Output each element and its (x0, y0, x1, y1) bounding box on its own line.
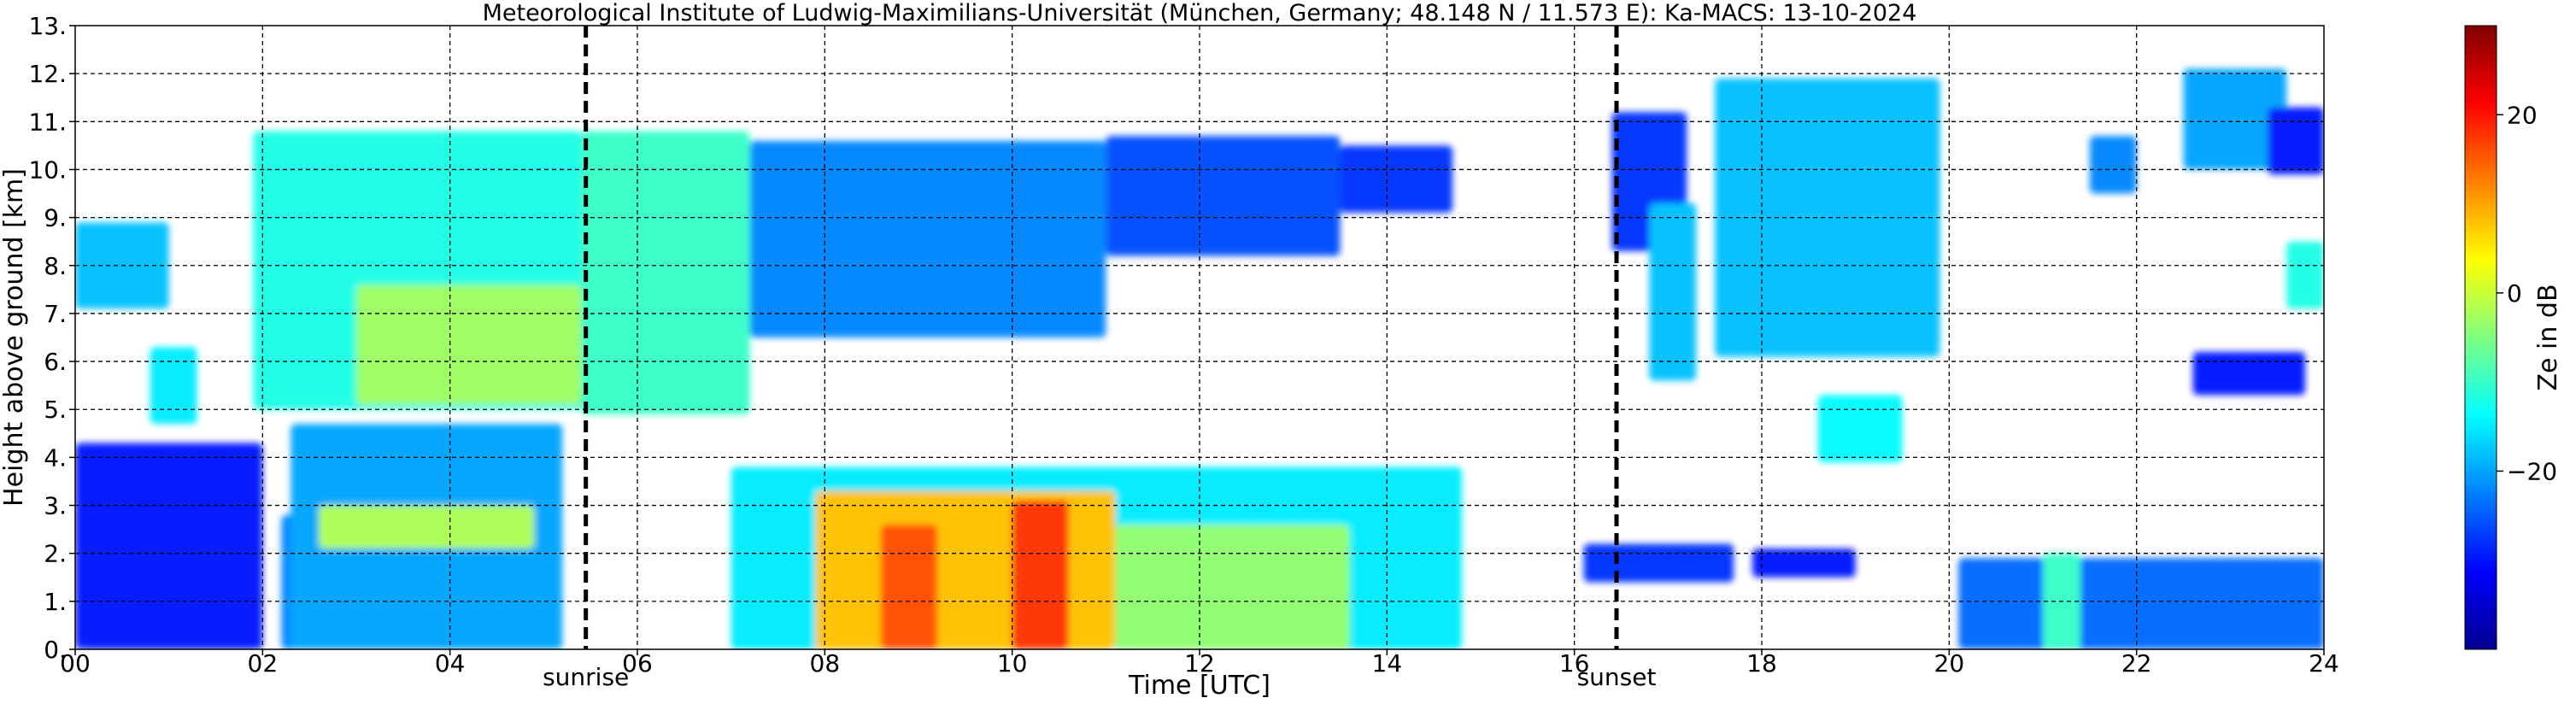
colorbar: 20 0 −20 Ze in dB (2464, 25, 2563, 650)
x-tick-label: 06 (622, 649, 653, 678)
colorbar-tick-label: 0 (2507, 279, 2522, 308)
echo-region (150, 347, 197, 425)
colorbar-ticks: 20 0 −20 (2497, 101, 2557, 485)
echo-region (1958, 558, 2324, 649)
y-tick-label: 11. (28, 108, 67, 136)
echo-region (1115, 525, 1350, 649)
y-tick-label: 3. (44, 492, 67, 520)
x-tick-label: 14 (1372, 649, 1403, 678)
echo-region (1012, 500, 1069, 649)
colorbar-label: Ze in dB (2533, 284, 2563, 390)
y-tick-label: 5. (44, 396, 67, 424)
y-tick-label: 10. (28, 155, 67, 184)
colorbar-tick-label: −20 (2507, 457, 2557, 485)
x-tick-label: 12 (1184, 649, 1215, 678)
echo-region (1106, 136, 1341, 256)
x-axis-label: Time [UTC] (1128, 671, 1270, 701)
colorbar-fill (2464, 25, 2497, 650)
y-tick-label: 2. (44, 540, 67, 568)
x-tick-label: 10 (997, 649, 1028, 678)
y-tick-label: 4. (44, 443, 67, 472)
y-tick-label: 1. (44, 588, 67, 616)
y-tick-label: 12. (28, 60, 67, 88)
echo-layer (75, 68, 2324, 649)
echo-region (815, 490, 1116, 649)
echo-region (2183, 68, 2287, 170)
x-tick-layer: 00 02 04 06 08 10 12 14 16 18 20 22 24 (60, 649, 2339, 678)
echo-region (2286, 241, 2324, 309)
colorbar-tick-label: 20 (2507, 101, 2538, 129)
x-tick-label: 24 (2309, 649, 2339, 678)
x-tick-label: 04 (435, 649, 466, 678)
echo-region (2089, 136, 2137, 194)
y-tick-label: 13. (28, 12, 67, 40)
event-label: sunrise (543, 663, 629, 691)
echo-region (581, 131, 750, 414)
echo-region (749, 140, 1106, 337)
echo-region (881, 525, 937, 649)
y-axis-label: Height above ground [km] (0, 168, 29, 507)
y-tick-label: 9. (44, 204, 67, 232)
echo-region (1817, 395, 1903, 462)
x-tick-label: 18 (1746, 649, 1777, 678)
y-tick-label: 7. (44, 300, 67, 328)
echo-region (2192, 351, 2306, 396)
echo-region (1752, 549, 1856, 578)
echo-region (356, 285, 582, 405)
echo-region (1715, 78, 1940, 357)
echo-region (1340, 145, 1453, 213)
x-tick-label: 20 (1934, 649, 1965, 678)
echo-region (1649, 202, 1697, 381)
chart-title: Meteorological Institute of Ludwig-Maxim… (483, 0, 1917, 26)
x-tick-label: 00 (60, 649, 91, 678)
echo-region (319, 505, 535, 549)
y-tick-label: 6. (44, 348, 67, 376)
y-tick-label: 8. (44, 252, 67, 280)
x-tick-label: 16 (1559, 649, 1590, 678)
echo-region (2268, 107, 2324, 175)
grid-layer (75, 26, 2324, 649)
echo-region (1583, 543, 1734, 583)
x-tick-label: 08 (810, 649, 841, 678)
x-tick-label: 22 (2121, 649, 2152, 678)
event-label: sunset (1577, 663, 1657, 691)
annotation-layer: sunrise sunset (543, 26, 1656, 691)
y-tick-layer: 0. 1. 2. 3. 4. 5. 6. 7. 8. 9. 10. 11. 12. 13. (28, 12, 75, 664)
x-tick-label: 02 (248, 649, 279, 678)
echo-region (75, 443, 263, 649)
y-tick-label: 0. (44, 636, 67, 664)
